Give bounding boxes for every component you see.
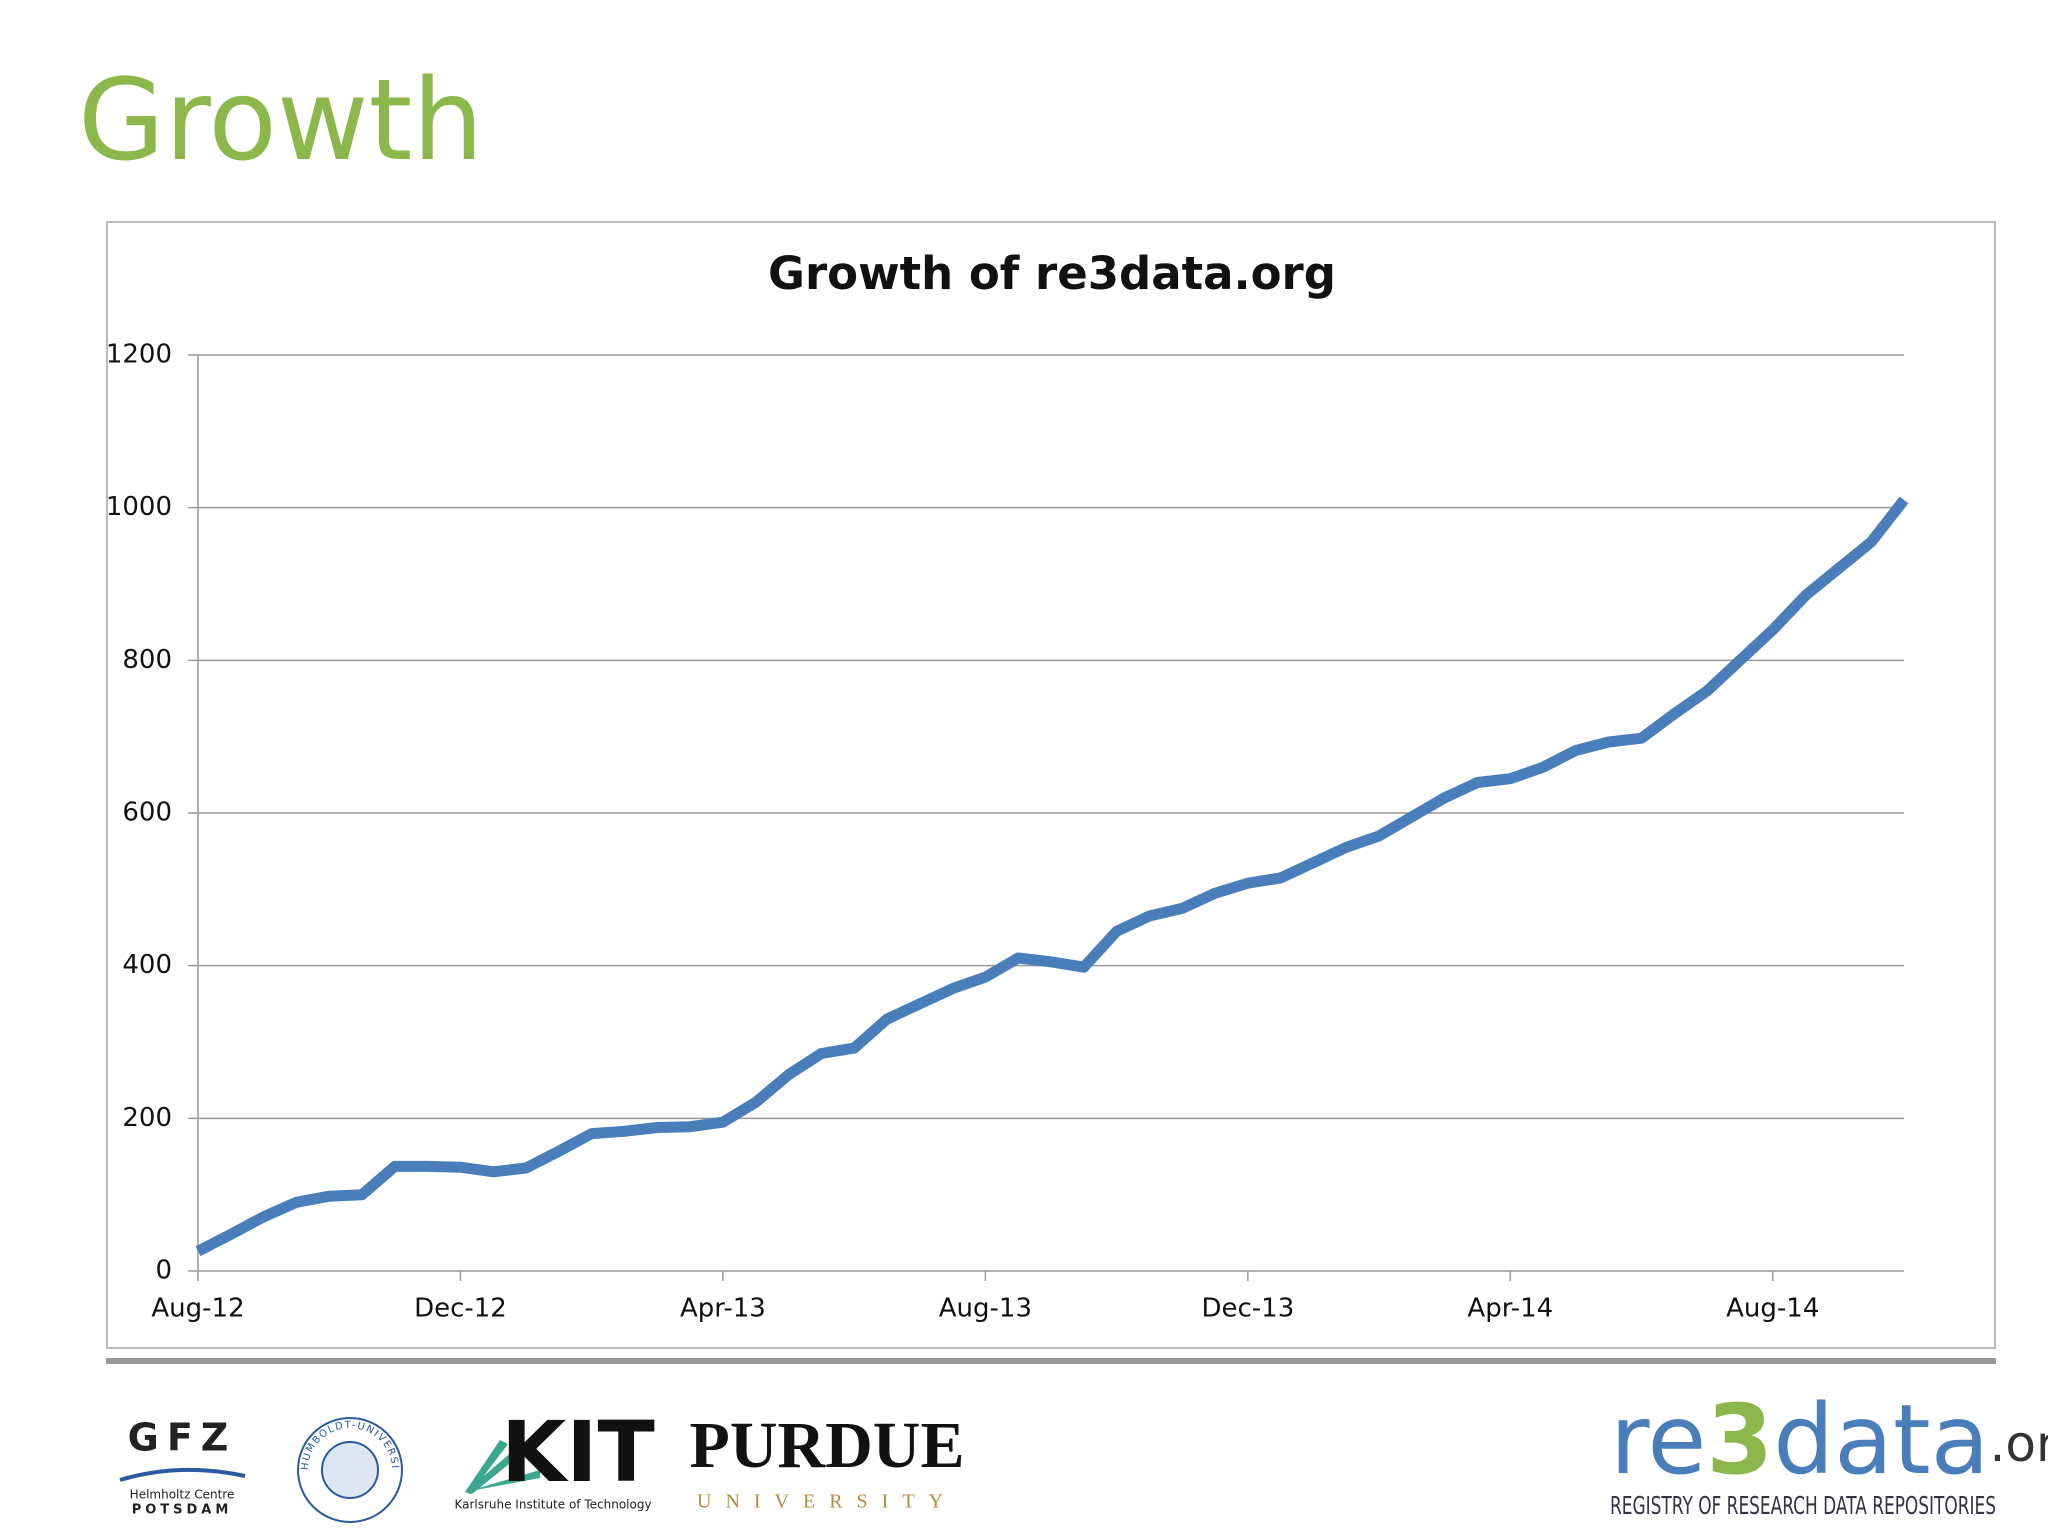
gfz-sub: Helmholtz Centre [130,1488,235,1502]
y-tick-label: 200 [122,1103,172,1133]
purdue-sub: UNIVERSITY [697,1491,957,1513]
chart-frame [106,221,1996,1349]
x-tick-label: Aug-14 [1726,1294,1819,1324]
re3-sub: REGISTRY OF RESEARCH DATA REPOSITORIES [1610,1491,1996,1520]
y-tick-label: 600 [122,798,172,828]
kit-sub: Karlsruhe Institute of Technology [454,1498,651,1512]
re3-part: re [1610,1384,1706,1496]
humboldt-seal [297,1417,403,1523]
re3-part: data [1773,1384,1989,1496]
x-tick-label: Aug-13 [939,1294,1032,1324]
y-tick-label: 400 [122,950,172,980]
gfz-logo: GFZ [128,1416,237,1460]
purdue-logo: PURDUE [690,1409,965,1482]
kit-logo: KIT [501,1403,655,1501]
x-tick-label: Apr-13 [680,1294,766,1324]
slide-title: Growth [78,56,483,186]
x-tick-label: Apr-14 [1467,1294,1553,1324]
chart-title: Growth of re3data.org [768,247,1336,300]
re3-part: 3 [1706,1384,1773,1496]
re3-part: .org [1989,1415,2048,1473]
data-line [195,496,1909,1257]
y-tick-label: 800 [122,645,172,675]
x-tick-label: Aug-12 [151,1294,244,1324]
humboldt-portrait [321,1441,379,1499]
gfz-swoosh [119,1467,246,1482]
y-tick-label: 1000 [106,492,172,522]
x-tick-label: Dec-13 [1201,1294,1294,1324]
re3-logo: re3data.org [1610,1384,2048,1496]
y-tick-label: 0 [155,1256,172,1286]
x-tick-label: Dec-12 [414,1294,507,1324]
gfz-sub: POTSDAM [132,1503,233,1518]
footer-rule [106,1358,1996,1364]
kit-fan [465,1440,540,1494]
y-tick-label: 1200 [106,340,172,370]
